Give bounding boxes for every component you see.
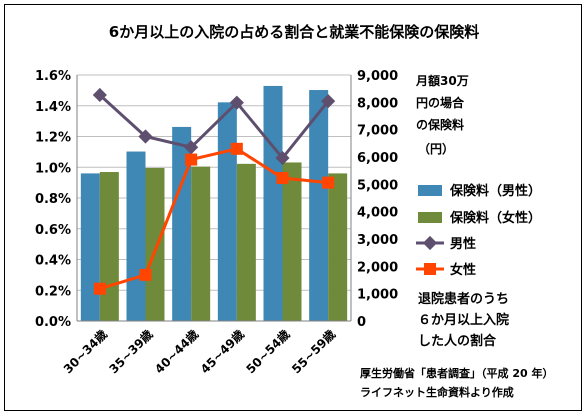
left-tick-label: 0.6% xyxy=(35,223,71,238)
bar-female-premium xyxy=(236,163,256,321)
right-tick-label: 3,000 xyxy=(357,233,398,248)
annotation-line-3: した人の割合 xyxy=(418,333,497,349)
left-tick-label: 0.0% xyxy=(35,315,71,330)
x-tick-label: 55~59歳 xyxy=(288,327,338,377)
point-female xyxy=(185,153,198,166)
bar-female-premium xyxy=(191,166,211,321)
bar-female-premium xyxy=(328,173,348,321)
point-female xyxy=(230,142,243,155)
source-line-2: ライフネット生命資料より作成 xyxy=(360,385,514,399)
bar-female-premium xyxy=(145,167,165,321)
annotation-line-1: 退院患者のうち xyxy=(418,291,509,307)
x-tick-label: 35~39歳 xyxy=(106,327,156,377)
unit-note-line-1: 月額30万 xyxy=(415,73,469,88)
point-female xyxy=(93,282,106,295)
legend-label-male: 男性 xyxy=(450,236,476,252)
legend-label-male-premium: 保険料（男性） xyxy=(449,183,541,199)
bar-male-premium xyxy=(309,90,329,322)
legend-marker-male xyxy=(422,235,438,251)
point-male xyxy=(184,140,199,155)
right-tick-label: 0 xyxy=(357,315,366,330)
legend-marker-female xyxy=(424,263,436,275)
chart-frame: 6か月以上の入院の占める割合と就業不能保険の保険料 0.0% 0.2% 0.4% 0.… xyxy=(4,4,582,411)
point-male xyxy=(321,94,336,109)
left-tick-label: 1.0% xyxy=(35,161,71,176)
x-tick-label: 45~49歳 xyxy=(197,327,247,377)
series-line-male xyxy=(98,93,330,161)
chart-title: 6か月以上の入院の占める割合と就業不能保険の保険料 xyxy=(109,23,479,41)
right-tick-label: 6,000 xyxy=(357,151,398,166)
right-tick-label: 7,000 xyxy=(357,124,398,139)
legend-label-female: 女性 xyxy=(450,262,476,278)
source-line-1: 厚生労働省「患者調査」（平成 20 年） xyxy=(360,366,553,380)
right-tick-label: 1,000 xyxy=(357,288,398,303)
right-tick-label: 9,000 xyxy=(357,69,398,84)
chart-svg: 6か月以上の入院の占める割合と就業不能保険の保険料 0.0% 0.2% 0.4% 0.… xyxy=(35,23,554,399)
annotation-line-2: ６か月以上入院 xyxy=(418,312,509,328)
left-tick-label: 1.4% xyxy=(35,100,71,115)
point-female xyxy=(322,176,335,189)
legend-swatch-male-premium xyxy=(418,185,442,196)
x-tick-label: 30~34歳 xyxy=(60,327,110,377)
bar-female-premium xyxy=(99,172,119,321)
unit-note-line-4: （円） xyxy=(418,141,454,156)
right-tick-label: 2,000 xyxy=(357,260,398,275)
legend-swatch-female-premium xyxy=(418,212,442,223)
x-tick-label: 40~44歳 xyxy=(151,327,201,377)
bar-male-premium xyxy=(80,173,100,321)
bar-male-premium xyxy=(217,102,237,321)
point-female xyxy=(276,172,289,185)
left-tick-label: 0.2% xyxy=(35,284,71,299)
series-line-female xyxy=(99,147,329,291)
x-tick-label: 50~54歳 xyxy=(243,327,293,377)
legend: 保険料（男性） 保険料（女性） 男性 女性 xyxy=(416,183,541,278)
unit-note-line-2: 円の場合 xyxy=(416,95,465,110)
unit-note-line-3: の保険料 xyxy=(416,117,464,132)
bar-male-premium xyxy=(263,85,283,321)
right-tick-label: 4,000 xyxy=(357,206,398,221)
legend-label-female-premium: 保険料（女性） xyxy=(449,210,541,226)
bar-male-premium xyxy=(126,151,146,321)
left-tick-label: 1.6% xyxy=(35,69,71,84)
point-female xyxy=(139,268,152,281)
point-male xyxy=(275,150,290,166)
right-tick-label: 8,000 xyxy=(357,96,398,111)
right-tick-label: 5,000 xyxy=(357,178,398,193)
left-tick-label: 1.2% xyxy=(35,131,71,146)
bar-female-premium xyxy=(282,162,302,321)
left-tick-label: 0.4% xyxy=(35,254,71,269)
left-tick-label: 0.8% xyxy=(35,192,71,207)
